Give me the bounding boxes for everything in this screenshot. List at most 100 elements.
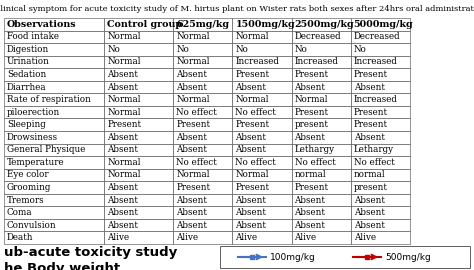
Bar xyxy=(4,231,104,244)
Bar xyxy=(232,206,292,219)
Text: Present: Present xyxy=(294,108,328,117)
Bar xyxy=(173,206,232,219)
Bar xyxy=(232,219,292,231)
Bar xyxy=(292,68,351,81)
Bar xyxy=(4,93,104,106)
Text: Tremors: Tremors xyxy=(7,195,45,205)
Text: Absent: Absent xyxy=(235,195,266,205)
Text: Normal: Normal xyxy=(235,95,269,104)
Bar xyxy=(351,156,410,169)
Text: piloerection: piloerection xyxy=(7,108,60,117)
Bar xyxy=(292,56,351,68)
Text: No: No xyxy=(294,45,308,54)
Bar xyxy=(104,144,173,156)
Bar xyxy=(104,181,173,194)
Bar xyxy=(232,68,292,81)
Text: Digestion: Digestion xyxy=(7,45,49,54)
Bar xyxy=(292,119,351,131)
Bar xyxy=(173,119,232,131)
Text: Present: Present xyxy=(294,70,328,79)
Text: Absent: Absent xyxy=(107,145,138,154)
Bar xyxy=(232,181,292,194)
Bar xyxy=(292,144,351,156)
Text: Urination: Urination xyxy=(7,58,50,66)
Bar xyxy=(292,31,351,43)
Bar xyxy=(104,43,173,56)
Bar xyxy=(351,181,410,194)
Text: Normal: Normal xyxy=(107,32,141,41)
Bar xyxy=(292,156,351,169)
Bar xyxy=(173,231,232,244)
Bar xyxy=(104,31,173,43)
Text: Absent: Absent xyxy=(176,145,207,154)
Bar xyxy=(292,106,351,119)
Text: Absent: Absent xyxy=(235,133,266,142)
Text: Increased: Increased xyxy=(294,58,338,66)
Bar xyxy=(104,156,173,169)
Text: Alive: Alive xyxy=(176,233,198,242)
Bar xyxy=(220,246,470,268)
Text: Absent: Absent xyxy=(294,208,325,217)
Bar xyxy=(232,81,292,93)
Text: Eye color: Eye color xyxy=(7,170,49,180)
Bar xyxy=(4,106,104,119)
Text: Normal: Normal xyxy=(235,32,269,41)
Bar xyxy=(292,194,351,206)
Bar xyxy=(173,194,232,206)
Text: No: No xyxy=(235,45,248,54)
Text: 1500mg/kg: 1500mg/kg xyxy=(235,20,295,29)
Bar xyxy=(173,68,232,81)
Text: Normal: Normal xyxy=(294,95,328,104)
Text: Control group: Control group xyxy=(107,20,182,29)
Bar xyxy=(292,181,351,194)
Text: Absent: Absent xyxy=(176,195,207,205)
Text: Present: Present xyxy=(354,70,388,79)
Text: Sedation: Sedation xyxy=(7,70,46,79)
Text: Death: Death xyxy=(7,233,34,242)
Bar xyxy=(351,68,410,81)
Text: Lethargy: Lethargy xyxy=(294,145,335,154)
Text: Absent: Absent xyxy=(107,83,138,92)
Text: ub-acute toxicity study
he Body weight: ub-acute toxicity study he Body weight xyxy=(4,246,177,270)
Text: of clinical symptom for acute toxicity study of M. hirtus plant on Wister rats b: of clinical symptom for acute toxicity s… xyxy=(0,5,474,13)
Bar xyxy=(292,169,351,181)
Text: Absent: Absent xyxy=(294,83,325,92)
Text: present: present xyxy=(354,183,388,192)
Text: Present: Present xyxy=(176,120,210,129)
Bar xyxy=(292,18,351,31)
Bar xyxy=(351,81,410,93)
Bar xyxy=(104,18,173,31)
Bar xyxy=(173,81,232,93)
Text: Decreased: Decreased xyxy=(354,32,401,41)
Text: Grooming: Grooming xyxy=(7,183,51,192)
Text: Present: Present xyxy=(354,120,388,129)
Text: No: No xyxy=(107,45,120,54)
Text: Alive: Alive xyxy=(294,233,317,242)
Bar xyxy=(351,219,410,231)
Text: normal: normal xyxy=(354,170,385,180)
Bar xyxy=(173,169,232,181)
Text: 625mg/kg: 625mg/kg xyxy=(176,20,229,29)
Text: Absent: Absent xyxy=(354,195,384,205)
Bar xyxy=(4,119,104,131)
Text: Convulsion: Convulsion xyxy=(7,221,56,230)
Bar xyxy=(104,131,173,144)
Text: Absent: Absent xyxy=(294,195,325,205)
Text: Present: Present xyxy=(235,70,269,79)
Text: Absent: Absent xyxy=(176,83,207,92)
Text: Normal: Normal xyxy=(107,158,141,167)
Bar xyxy=(4,169,104,181)
Text: 2500mg/kg: 2500mg/kg xyxy=(294,20,354,29)
Bar xyxy=(173,156,232,169)
Text: Alive: Alive xyxy=(354,233,376,242)
Bar xyxy=(173,131,232,144)
Text: Present: Present xyxy=(235,183,269,192)
Bar xyxy=(292,131,351,144)
Bar xyxy=(232,43,292,56)
Text: Drowsiness: Drowsiness xyxy=(7,133,58,142)
Text: Increased: Increased xyxy=(354,95,398,104)
Bar xyxy=(232,119,292,131)
Bar xyxy=(173,106,232,119)
Bar xyxy=(351,206,410,219)
Text: Food intake: Food intake xyxy=(7,32,59,41)
